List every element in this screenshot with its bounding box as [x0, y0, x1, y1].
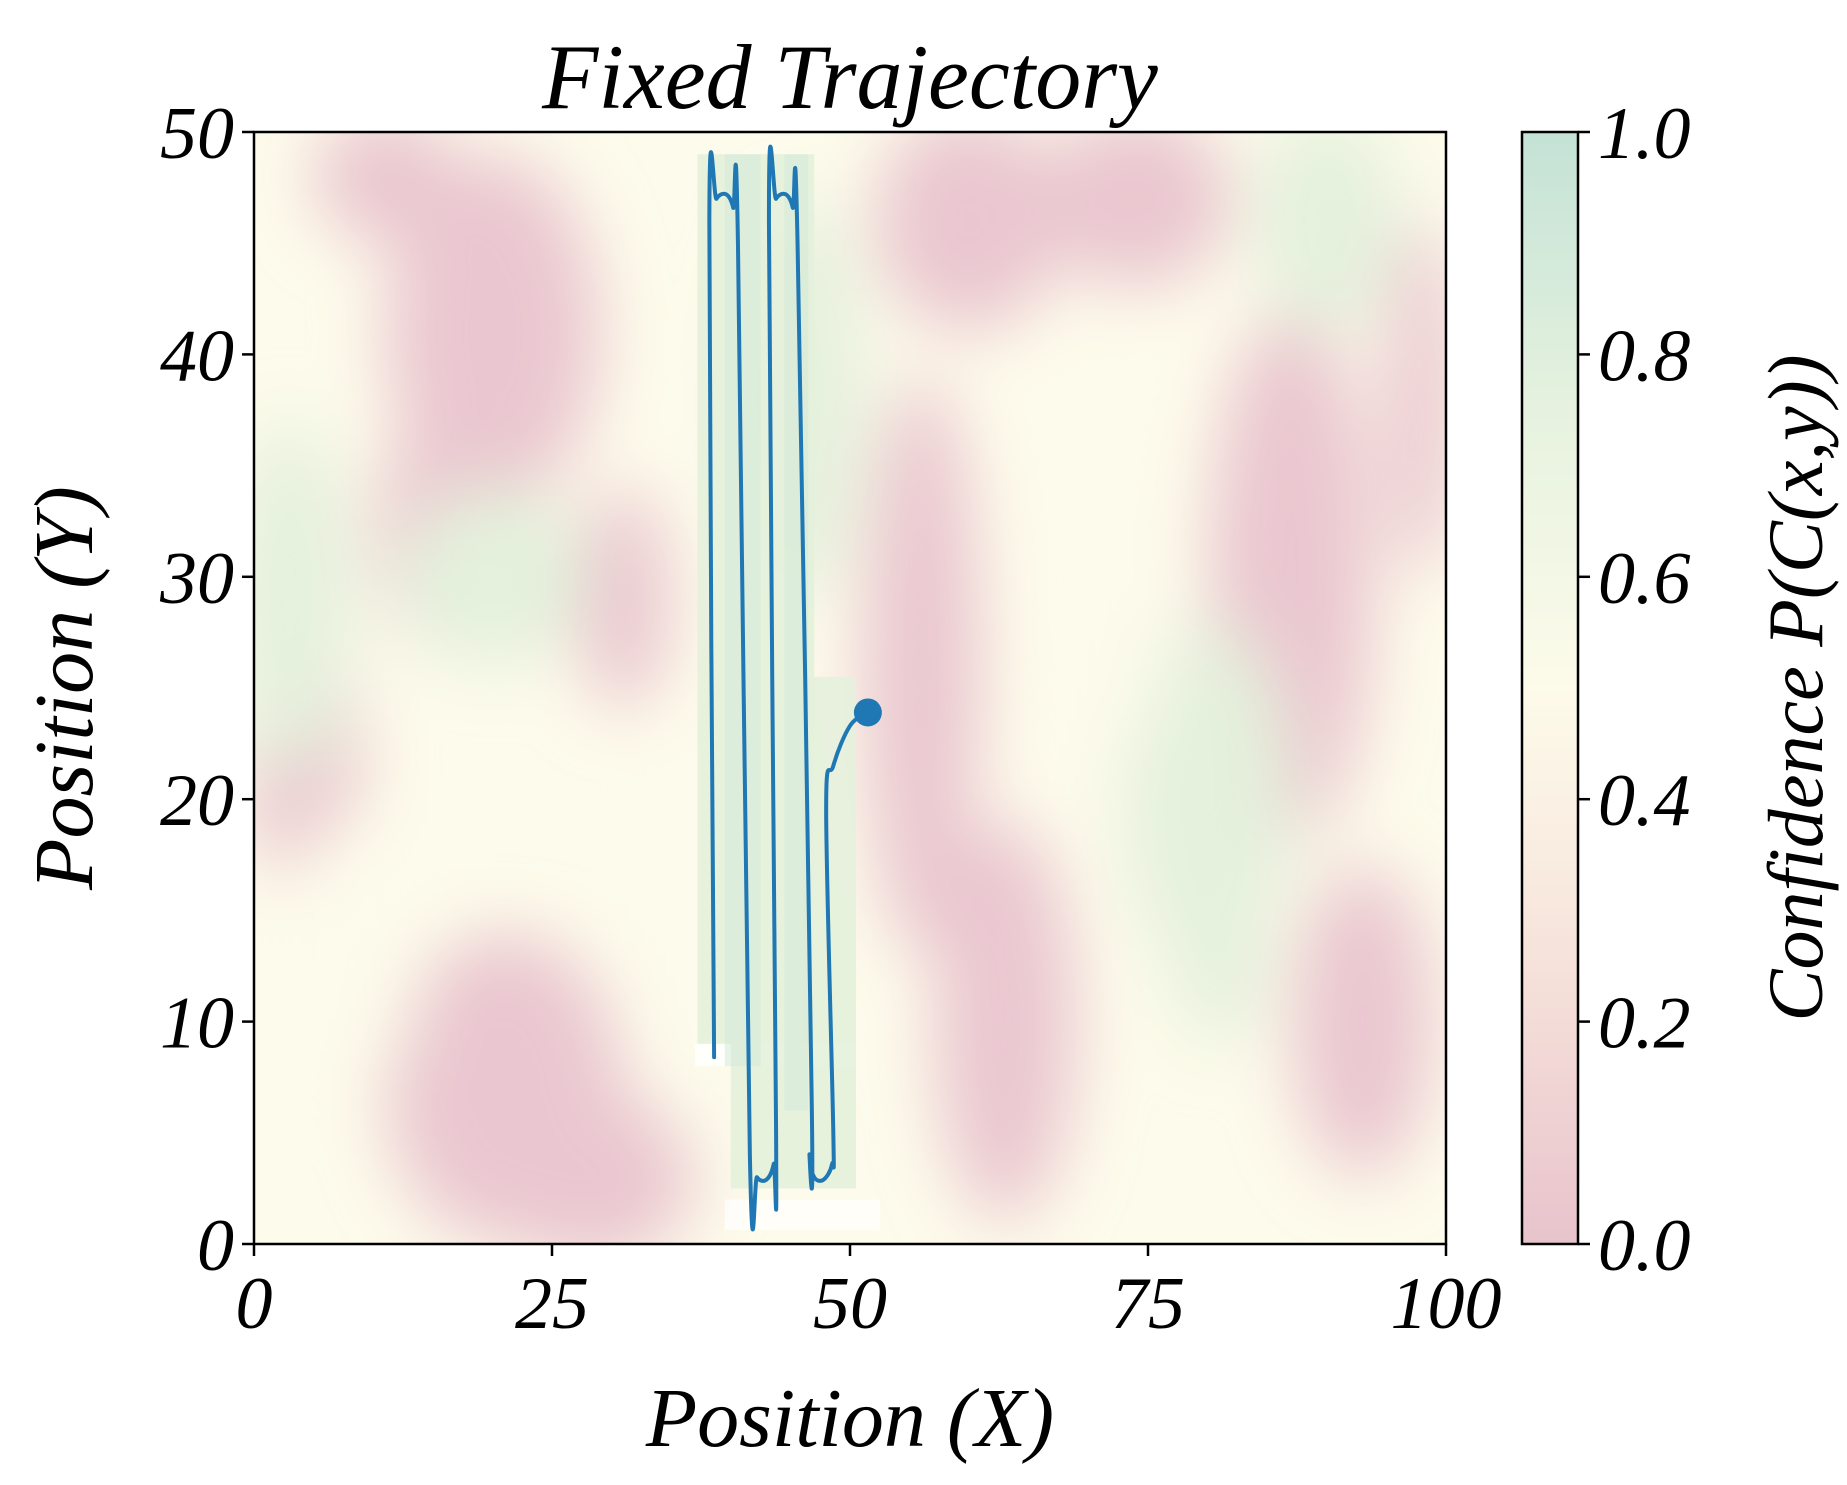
- y-axis-label: Position (Y): [18, 486, 111, 891]
- x-tick-label: 100: [1391, 1263, 1502, 1345]
- colorbar-tick-label: 0.8: [1598, 315, 1691, 397]
- x-axis-label: Position (X): [645, 1372, 1054, 1465]
- y-tick-label: 50: [160, 93, 234, 175]
- x-tick-label: 25: [515, 1263, 589, 1345]
- heatmap-region: [1255, 132, 1399, 333]
- heatmap-region: [873, 132, 1065, 333]
- colorbar-tick-label: 0.0: [1598, 1205, 1691, 1287]
- heatmap-region: [575, 487, 672, 711]
- y-tick-label: 20: [160, 760, 234, 842]
- heatmap-field: [254, 132, 1446, 1244]
- heatmap-region: [1052, 398, 1172, 755]
- heatmap-region: [397, 487, 588, 666]
- heatmap-region: [1171, 865, 1268, 1044]
- heatmap-region: [480, 1088, 696, 1244]
- trajectory-layer: [707, 144, 882, 1232]
- colorbar-tick-label: 1.0: [1598, 93, 1691, 175]
- y-tick-label: 10: [160, 983, 234, 1065]
- chart-title: Fixed Trajectory: [541, 26, 1158, 128]
- colorbar-tick-label: 0.2: [1598, 983, 1691, 1065]
- trajectory-coverage: [695, 154, 880, 1230]
- y-axis-ticks: 0 10 20 30 40 50: [159, 93, 254, 1287]
- coverage-edge: [724, 1199, 880, 1230]
- coverage-core: [784, 154, 809, 1111]
- trajectory-end-marker: [853, 698, 882, 727]
- heatmap-region: [933, 821, 1077, 1222]
- heatmap-region: [313, 132, 457, 244]
- heatmap-region: [254, 421, 350, 777]
- y-tick-label: 40: [160, 315, 234, 397]
- x-tick-label: 0: [236, 1263, 273, 1345]
- colorbar-tick-label: 0.4: [1598, 760, 1691, 842]
- x-axis-ticks: 0 25 50 75 100: [236, 1244, 1502, 1345]
- colorbar-tick-label: 0.6: [1598, 538, 1691, 620]
- heatmap-region: [1291, 865, 1435, 1178]
- heatmap-region: [861, 376, 982, 955]
- heatmap-region: [277, 821, 421, 1089]
- colorbar-ticks: 0.0 0.2 0.4 0.6 0.8 1.0: [1578, 93, 1691, 1287]
- colorbar-label: Confidence P(C(x,y)): [1752, 354, 1839, 1021]
- heatmap-region: [1386, 221, 1446, 577]
- heatmap-region: [385, 154, 600, 511]
- y-tick-label: 0: [197, 1205, 234, 1287]
- y-tick-label: 30: [159, 538, 234, 620]
- colorbar: [1520, 130, 1580, 1246]
- heatmap-region: [1040, 132, 1232, 288]
- x-tick-label: 50: [813, 1263, 887, 1345]
- trajectory-line: [707, 144, 870, 1232]
- x-tick-label: 75: [1111, 1263, 1185, 1345]
